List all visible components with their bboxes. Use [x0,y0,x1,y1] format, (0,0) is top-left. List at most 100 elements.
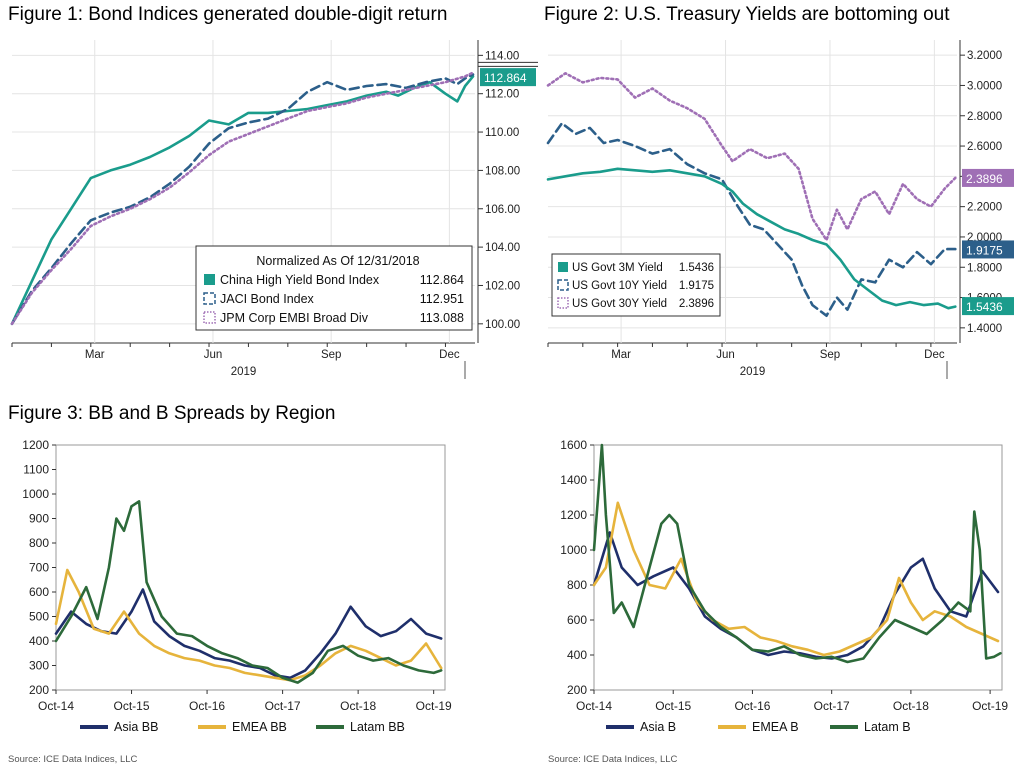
x-tick-label: Oct-18 [340,699,376,713]
legend-value: 112.951 [420,292,464,306]
y-tick-label: 102.00 [485,280,520,292]
y-tick-label: 400 [29,634,49,648]
source-note-left: Source: ICE Data Indices, LLC [8,754,138,765]
legend-label: Latam BB [350,720,405,734]
end-value-tag [962,297,1014,316]
legend-box [551,253,721,317]
y-tick-label: 100.00 [485,319,520,331]
y-tick-label: 112.00 [485,89,519,101]
y-tick-label: 200 [29,683,49,697]
figure-1-title: Figure 1: Bond Indices generated double-… [8,4,448,25]
end-value-label: 1.9175 [966,243,1003,257]
legend-label: EMEA B [752,720,799,734]
y-tick-label: 106.00 [485,204,520,216]
y-tick-label: 800 [567,578,587,592]
y-tick-label: 3.2000 [967,50,1002,62]
y-tick-label: 1100 [23,463,49,477]
y-tick-label: 108.00 [485,165,520,177]
legend-label: Asia BB [114,720,158,734]
end-value-label: 1.5436 [966,300,1003,314]
year-label: 2019 [740,366,766,378]
x-tick-label: Oct-19 [416,699,452,713]
legend-swatch [557,297,569,309]
series-line-jpm-corp-embi-broad-div [10,71,475,326]
legend-header: Normalized As Of 12/31/2018 [256,254,419,268]
y-tick-label: 110.00 [485,127,519,139]
x-tick-label: Dec [439,349,460,361]
x-tick-label: Oct-19 [972,699,1008,713]
end-value-label: 2.3896 [966,172,1003,186]
x-tick-label: Oct-14 [576,699,612,713]
y-tick-label: 600 [29,585,49,599]
legend-label: Latam B [864,720,911,734]
end-value-tag [480,68,536,87]
series-line-china-high-yield-bond-index [10,75,475,326]
legend-label: US Govt 10Y Yield [572,280,667,292]
legend-value: 112.864 [420,273,464,287]
y-tick-label: 1.8000 [967,262,1002,274]
y-tick-label: 500 [29,610,49,624]
series-line-latam-b [592,443,1002,664]
legend-label: US Govt 30Y Yield [572,298,667,310]
y-tick-label: 3.0000 [967,80,1002,92]
legend-value: 2.3896 [679,298,714,310]
series-line-us-govt-30y-yield [546,72,957,242]
plot-frame [593,444,1003,691]
x-tick-label: Jun [204,349,223,361]
x-tick-label: Oct-17 [814,699,850,713]
chart-fig3b: 200 400 600 800 1000 1200 1400 1600 Oct-14 Oct-15… [560,438,1008,734]
y-tick-label: 600 [567,613,587,627]
series-line-asia-bb [54,588,443,680]
chart-fig1: 100.00 102.00 104.00 106.00 108.00 110.00 112.… [10,40,538,379]
y-tick-label: 200 [567,683,587,697]
series-line-us-govt-10y-yield [546,122,957,318]
series-line-jaci-bond-index [10,73,475,326]
x-tick-label: Oct-14 [38,699,74,713]
legend-swatch [203,292,216,305]
x-tick-label: Oct-15 [655,699,691,713]
series-line-us-govt-3m-yield [546,167,957,310]
legend-label: China High Yield Bond Index [220,273,380,287]
legend-label: Asia B [640,720,676,734]
y-tick-label: 400 [567,648,587,662]
figure-2-title: Figure 2: U.S. Treasury Yields are botto… [544,4,950,25]
y-tick-label: 700 [29,561,49,575]
chart-fig3a: 200 300 400 500 600 700 800 900 1000 1100 1200 Oct-… [22,438,452,734]
y-tick-label: 1400 [560,473,587,487]
legend-value: 1.5436 [679,262,714,274]
y-tick-label: 1000 [560,543,587,557]
y-tick-label: 104.00 [485,242,520,254]
end-value-label: 112.864 [484,71,527,85]
y-tick-label: 2.6000 [967,141,1002,153]
x-tick-label: Mar [85,349,105,361]
series-line-asia-b [592,531,1000,660]
y-tick-label: 2.2000 [967,202,1002,214]
y-tick-label: 900 [29,512,49,526]
x-tick-label: Oct-17 [265,699,301,713]
x-tick-label: Dec [924,349,945,361]
y-tick-label: 300 [29,659,49,673]
legend-swatch [203,311,216,324]
x-tick-label: Oct-18 [893,699,929,713]
figure-3-title: Figure 3: BB and B Spreads by Region [8,403,336,424]
legend-label: US Govt 3M Yield [572,262,663,274]
plot-frame [55,444,446,691]
series-line-latam-bb [54,500,443,684]
chart-fig2: 1.40001.60001.80002.00002.20002.40002.60… [546,40,1014,379]
legend-value: 113.088 [420,311,464,325]
legend-label: JACI Bond Index [220,292,315,306]
y-tick-label: 1.4000 [967,323,1002,335]
x-tick-label: Mar [611,349,631,361]
x-tick-label: Oct-16 [734,699,770,713]
x-tick-label: Sep [321,349,341,361]
end-value-tag [962,168,1014,187]
y-tick-label: 2.8000 [967,111,1002,123]
x-tick-label: Oct-15 [114,699,150,713]
y-tick-label: 1200 [560,508,587,522]
legend-label: EMEA BB [232,720,287,734]
source-note-right: Source: ICE Data Indices, LLC [548,754,678,765]
end-value-tag [962,240,1014,259]
legend-swatch [558,262,568,272]
series-line-emea-b [592,501,1000,657]
